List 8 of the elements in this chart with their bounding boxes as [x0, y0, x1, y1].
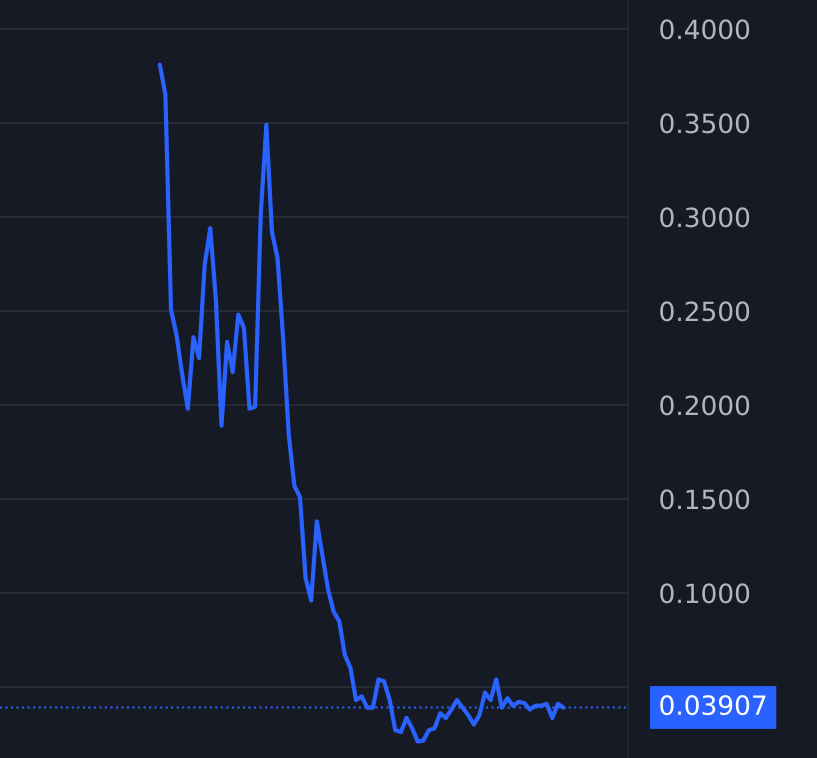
y-tick-label: 0.1000	[660, 583, 750, 604]
y-tick-label: 0.2500	[660, 301, 750, 322]
y-tick-label: 0.3500	[660, 113, 750, 134]
y-tick-label: 0.4000	[660, 19, 750, 40]
y-tick-label: 0.1500	[660, 489, 750, 510]
ref-line-label: 0.03907	[660, 695, 766, 716]
y-tick-label: 0.3000	[660, 207, 750, 228]
y-tick-label: 0.2000	[660, 395, 750, 416]
